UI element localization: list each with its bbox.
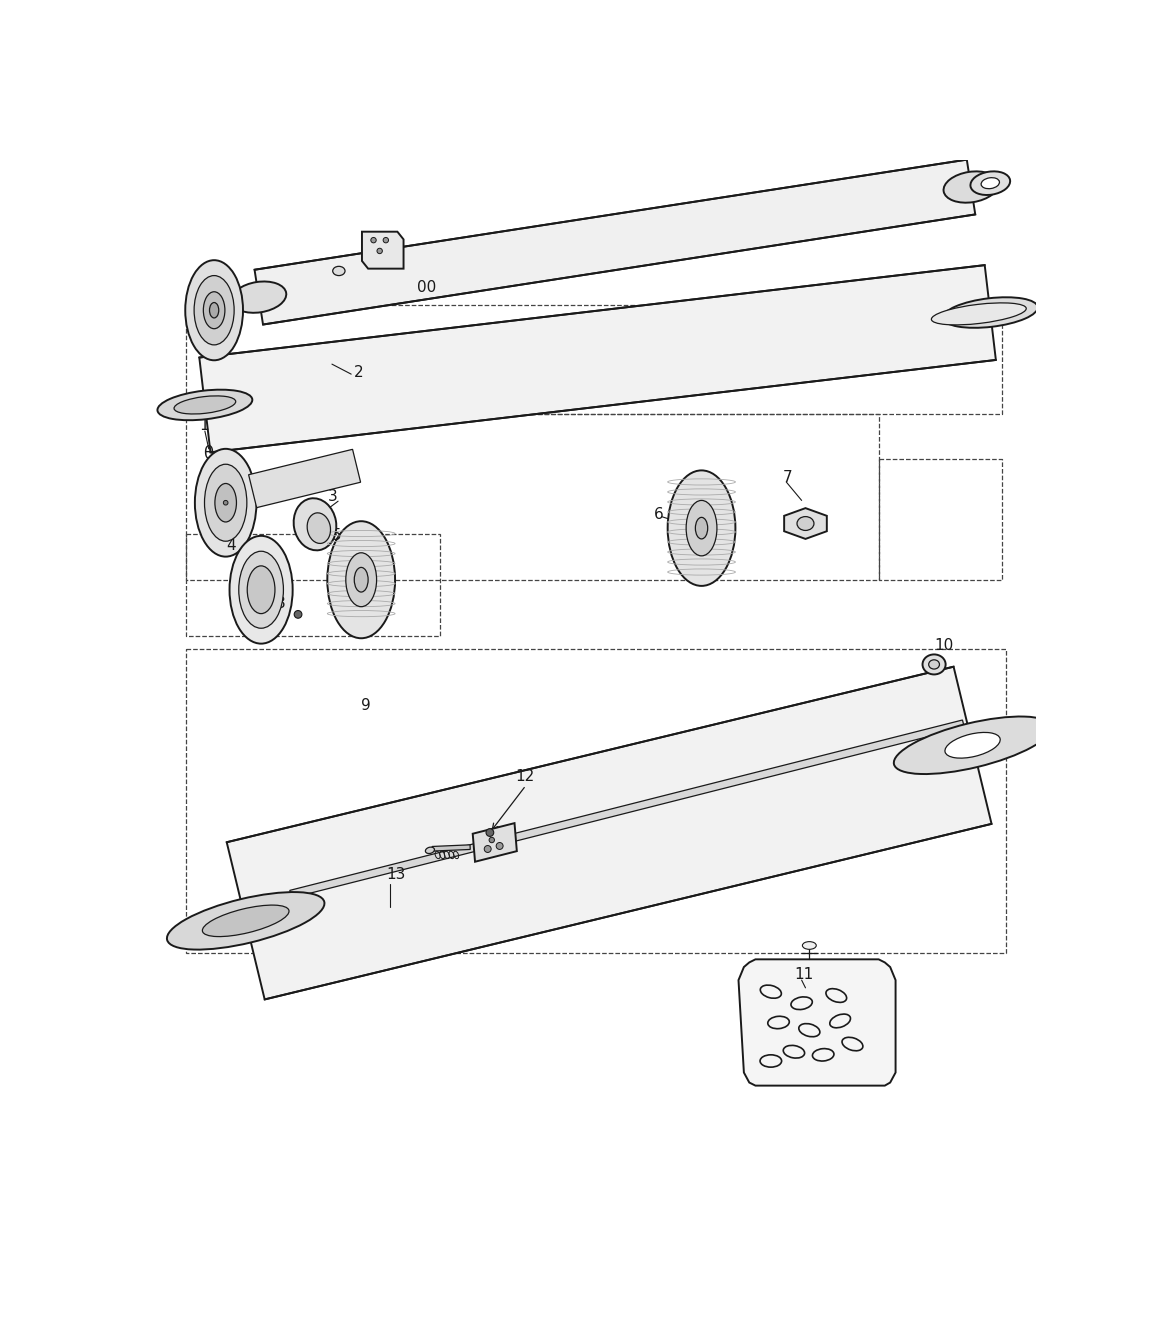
Polygon shape: [255, 160, 975, 324]
Ellipse shape: [195, 448, 256, 556]
Bar: [878, 459, 1002, 580]
Ellipse shape: [486, 828, 494, 836]
Ellipse shape: [210, 303, 219, 317]
Text: 12: 12: [515, 768, 534, 783]
Polygon shape: [473, 823, 517, 862]
Text: 2: 2: [353, 366, 364, 380]
Bar: [186, 534, 440, 636]
Polygon shape: [432, 844, 470, 851]
Ellipse shape: [307, 512, 330, 543]
Text: 00: 00: [417, 280, 436, 295]
Text: 6: 6: [654, 507, 664, 522]
Polygon shape: [200, 265, 996, 452]
Bar: [186, 414, 878, 580]
Ellipse shape: [383, 237, 389, 243]
Ellipse shape: [802, 942, 816, 950]
Ellipse shape: [194, 276, 234, 346]
Ellipse shape: [167, 892, 324, 950]
Ellipse shape: [668, 471, 735, 586]
Ellipse shape: [332, 267, 345, 276]
Text: θ: θ: [203, 446, 213, 463]
Text: 10: 10: [934, 638, 953, 652]
Text: 7: 7: [782, 470, 792, 484]
Ellipse shape: [174, 396, 235, 414]
Ellipse shape: [204, 464, 247, 542]
Ellipse shape: [202, 904, 288, 936]
Text: 4: 4: [226, 538, 237, 552]
Ellipse shape: [485, 846, 492, 852]
Ellipse shape: [929, 660, 939, 670]
Polygon shape: [290, 720, 965, 898]
Polygon shape: [785, 508, 826, 539]
Text: 9: 9: [361, 698, 370, 712]
Ellipse shape: [943, 297, 1037, 328]
Ellipse shape: [971, 171, 1010, 195]
Ellipse shape: [328, 522, 395, 638]
Polygon shape: [248, 450, 360, 508]
Ellipse shape: [215, 483, 237, 522]
Ellipse shape: [489, 838, 494, 843]
Ellipse shape: [797, 516, 814, 531]
Ellipse shape: [687, 500, 717, 556]
Ellipse shape: [922, 655, 945, 675]
Ellipse shape: [186, 260, 243, 360]
Ellipse shape: [247, 566, 275, 614]
Text: 1: 1: [200, 419, 209, 434]
Ellipse shape: [293, 498, 336, 551]
Ellipse shape: [370, 237, 376, 243]
Polygon shape: [237, 292, 256, 305]
Polygon shape: [362, 232, 404, 268]
Ellipse shape: [945, 732, 1001, 758]
Ellipse shape: [696, 518, 707, 539]
Ellipse shape: [931, 303, 1026, 325]
Ellipse shape: [377, 248, 382, 253]
Ellipse shape: [224, 500, 228, 506]
Bar: [186, 305, 1002, 414]
Text: 8: 8: [277, 596, 286, 611]
Polygon shape: [254, 899, 293, 928]
Ellipse shape: [294, 611, 302, 618]
Ellipse shape: [230, 536, 293, 643]
Bar: [186, 650, 1005, 954]
Ellipse shape: [239, 551, 284, 628]
Ellipse shape: [157, 390, 253, 420]
Ellipse shape: [426, 847, 434, 854]
Ellipse shape: [354, 567, 368, 592]
Ellipse shape: [944, 171, 998, 203]
Text: 3: 3: [328, 490, 338, 504]
Ellipse shape: [496, 843, 503, 850]
Text: 5: 5: [332, 527, 342, 543]
Polygon shape: [739, 959, 896, 1086]
Ellipse shape: [203, 292, 225, 328]
Polygon shape: [226, 667, 991, 999]
Ellipse shape: [346, 552, 376, 607]
Ellipse shape: [981, 177, 999, 188]
Ellipse shape: [231, 281, 286, 312]
Text: 13: 13: [385, 867, 405, 882]
Text: 11: 11: [794, 967, 814, 982]
Ellipse shape: [894, 716, 1051, 774]
